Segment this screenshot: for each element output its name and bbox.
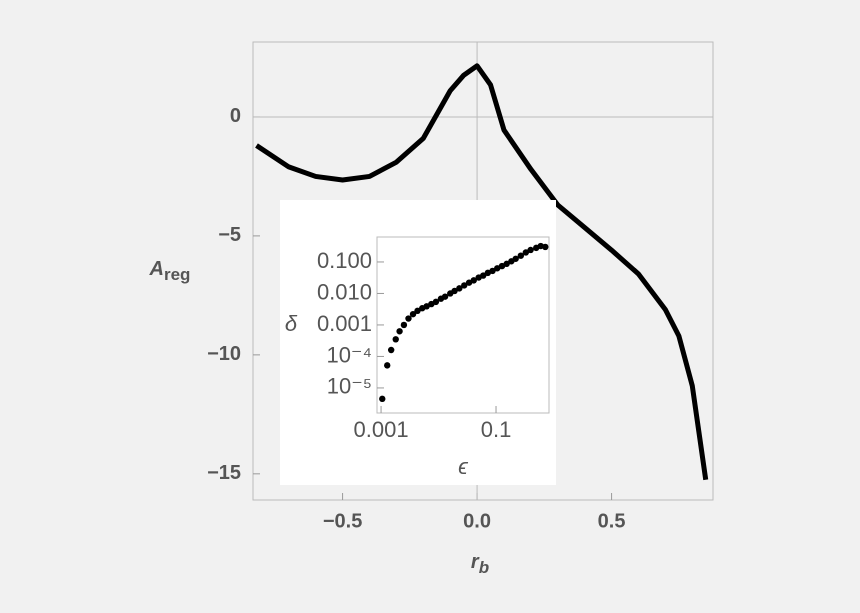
- inset-background: [280, 200, 556, 485]
- x-tick-label: 0.1: [481, 417, 512, 442]
- point: [494, 265, 501, 272]
- x-tick-label: −0.5: [323, 510, 362, 532]
- inset-y-label: δ: [285, 311, 298, 336]
- y-tick-label: 0.100: [317, 248, 372, 273]
- point: [392, 336, 399, 343]
- point: [470, 277, 477, 284]
- y-tick-label: −15: [207, 462, 241, 484]
- x-label-base: r: [471, 551, 480, 573]
- point: [387, 346, 395, 354]
- point: [379, 395, 386, 403]
- x-tick-label: 0.001: [354, 417, 409, 442]
- point: [542, 243, 549, 251]
- main-plot: −0.5 0.0 0.5 0 −5 −10 −15: [207, 42, 713, 532]
- y-tick-label: 10⁻⁵: [327, 374, 372, 399]
- y-label-sub: reg: [164, 265, 190, 284]
- point: [409, 310, 417, 318]
- point: [522, 249, 530, 256]
- inset-x-label: ϵ: [458, 454, 469, 479]
- point: [527, 246, 534, 254]
- point: [441, 293, 449, 300]
- curve: [255, 63, 709, 481]
- y-tick-label: −5: [218, 224, 241, 246]
- point: [400, 321, 408, 329]
- y-label-base: A: [149, 258, 164, 280]
- point: [414, 307, 421, 315]
- x-label-sub: b: [479, 558, 489, 577]
- point: [405, 315, 412, 322]
- point: [396, 328, 403, 335]
- point: [432, 298, 440, 306]
- x-axis-label: rb: [471, 551, 489, 577]
- y-tick-label: 10⁻⁴: [326, 342, 372, 367]
- inset-plot: 0.001 0.1 0.100 0.010 0.001 10⁻⁴ 10⁻⁵: [317, 242, 549, 442]
- x-tick-label: 0.5: [598, 510, 626, 532]
- point: [461, 282, 468, 289]
- y-tick-label: 0: [230, 105, 241, 127]
- point: [384, 362, 391, 369]
- point: [489, 267, 496, 275]
- y-tick-label: −10: [207, 343, 241, 365]
- point: [512, 255, 519, 262]
- point: [423, 303, 430, 310]
- point: [451, 287, 458, 295]
- point: [517, 252, 525, 259]
- y-axis-label: Areg: [149, 258, 191, 284]
- y-tick-label: 0.001: [317, 311, 372, 336]
- y-tick-label: 0.010: [317, 279, 372, 304]
- point: [503, 260, 510, 268]
- x-tick-label: 0.0: [463, 510, 491, 532]
- point: [456, 285, 463, 292]
